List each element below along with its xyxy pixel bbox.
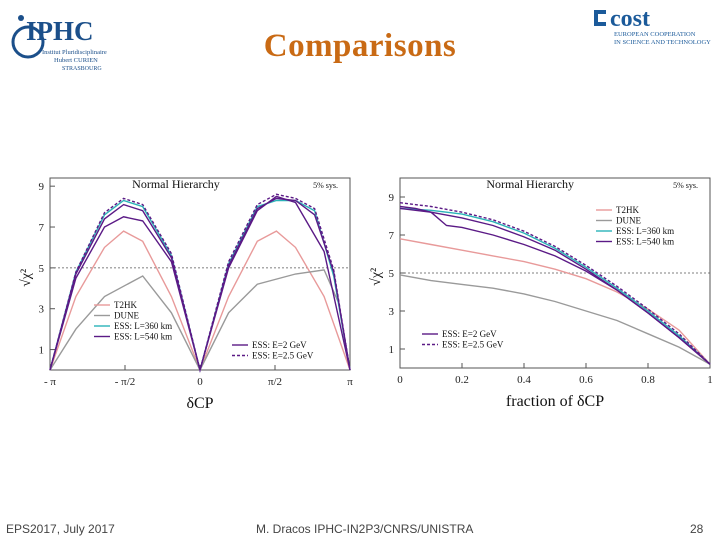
chart-0-xtick-label: 0 bbox=[197, 376, 203, 388]
chart-0-legend-label-ess360: ESS: L=360 km bbox=[114, 321, 172, 331]
iphc-logo-line-1: Institut Pluridisciplinaire bbox=[42, 49, 107, 56]
chart-1-ytick-label: 7 bbox=[389, 230, 395, 242]
iphc-logo-line-2: Hubert CURIEN bbox=[54, 57, 98, 64]
chart-1-xtick-label: 0.2 bbox=[455, 374, 469, 386]
chart-1-ytick-label: 1 bbox=[389, 344, 395, 356]
chart-right: 1 3 5 7 9 0 0.2 0.4 0.6 0.8 1 Normal Hierarchy 5% sy… bbox=[369, 177, 713, 410]
chart-0-ytick-label: 1 bbox=[39, 345, 45, 357]
chart-0-title: Normal Hierarchy bbox=[132, 177, 220, 191]
chart-1-xtick-label: 1 bbox=[707, 374, 713, 386]
chart-1-ytick-label: 3 bbox=[389, 306, 395, 318]
chart-0-legend-label-ess2gev: ESS: E=2 GeV bbox=[252, 340, 307, 350]
chart-0-legend-label-ess540: ESS: L=540 km bbox=[114, 332, 172, 342]
chart-0-ytick-label: 3 bbox=[39, 304, 45, 316]
page-number: 28 bbox=[690, 522, 704, 536]
chart-1-annotation: 5% sys. bbox=[673, 181, 698, 190]
cost-logo-line-1: EUROPEAN COOPERATION bbox=[614, 31, 696, 38]
chart-0-ylabel: √χ² bbox=[19, 269, 34, 287]
chart-1-xtick-label: 0 bbox=[397, 374, 403, 386]
slide-title: Comparisons bbox=[263, 28, 457, 64]
chart-1-xtick-label: 0.4 bbox=[517, 374, 531, 386]
iphc-logo-ring bbox=[11, 25, 45, 59]
cost-logo-line-2: IN SCIENCE AND TECHNOLOGY bbox=[614, 39, 711, 46]
chart-1-xtick-label: 0.8 bbox=[641, 374, 655, 386]
iphc-logo-dot bbox=[18, 15, 24, 21]
iphc-logo: IPHC Institut Pluridisciplinaire Hubert … bbox=[11, 15, 107, 72]
chart-0-annotation: 5% sys. bbox=[313, 181, 338, 190]
chart-1-legend-label-dune: DUNE bbox=[616, 216, 641, 226]
cost-logo-name: cost bbox=[610, 6, 650, 32]
chart-0-xtick-label: - π bbox=[44, 376, 56, 388]
chart-left: 1 3 5 7 9 - π - π/2 0 π/2 π Normal Hierarchy 5% sys… bbox=[19, 177, 353, 412]
chart-0-ytick-label: 5 bbox=[39, 263, 45, 275]
chart-0-series-ess25gev bbox=[49, 193, 351, 371]
footer-author: M. Dracos IPHC-IN2P3/CNRS/UNISTRA bbox=[256, 522, 474, 536]
chart-1-legend-label-ess540: ESS: L=540 km bbox=[616, 237, 674, 247]
chart-0-xlabel: δCP bbox=[186, 395, 213, 412]
cost-logo-mark bbox=[594, 10, 606, 26]
chart-1-legend-label-ess2gev: ESS: E=2 GeV bbox=[442, 329, 497, 339]
chart-1-ytick-label: 5 bbox=[389, 268, 395, 280]
chart-0-legend-label-ess25gev: ESS: E=2.5 GeV bbox=[252, 351, 314, 361]
iphc-logo-line-3: STRASBOURG bbox=[62, 66, 102, 72]
chart-1-legend-label-ess360: ESS: L=360 km bbox=[616, 226, 674, 236]
chart-1-xtick-label: 0.6 bbox=[579, 374, 593, 386]
chart-1-series-ess360 bbox=[399, 207, 711, 365]
chart-1-series-ess2gev bbox=[399, 207, 711, 365]
chart-1-ytick-label: 9 bbox=[389, 192, 395, 204]
cost-logo: cost EUROPEAN COOPERATION IN SCIENCE AND… bbox=[594, 6, 711, 46]
chart-1-series-dune bbox=[399, 274, 711, 365]
chart-1-legend-label-t2hk: T2HK bbox=[616, 205, 639, 215]
chart-1-series-t2hk bbox=[399, 238, 711, 365]
chart-0-legend-label-dune: DUNE bbox=[114, 311, 139, 321]
chart-1-title: Normal Hierarchy bbox=[486, 177, 574, 191]
chart-0-xtick-label: π/2 bbox=[268, 376, 282, 388]
chart-0-series-dune bbox=[49, 269, 351, 372]
chart-0-xtick-label: π bbox=[347, 376, 353, 388]
chart-1-xlabel: fraction of δCP bbox=[506, 393, 604, 410]
chart-0-legend-label-t2hk: T2HK bbox=[114, 300, 137, 310]
chart-1-series-ess25gev bbox=[399, 202, 711, 365]
chart-1-legend-label-ess25gev: ESS: E=2.5 GeV bbox=[442, 340, 504, 350]
footer-event: EPS2017, July 2017 bbox=[6, 522, 115, 536]
iphc-logo-name: IPHC bbox=[26, 16, 94, 46]
chart-0-ytick-label: 7 bbox=[39, 222, 45, 234]
chart-0-ytick-label: 9 bbox=[39, 181, 45, 193]
chart-0-xtick-label: - π/2 bbox=[115, 376, 136, 388]
chart-1-ylabel: √χ² bbox=[369, 268, 384, 286]
